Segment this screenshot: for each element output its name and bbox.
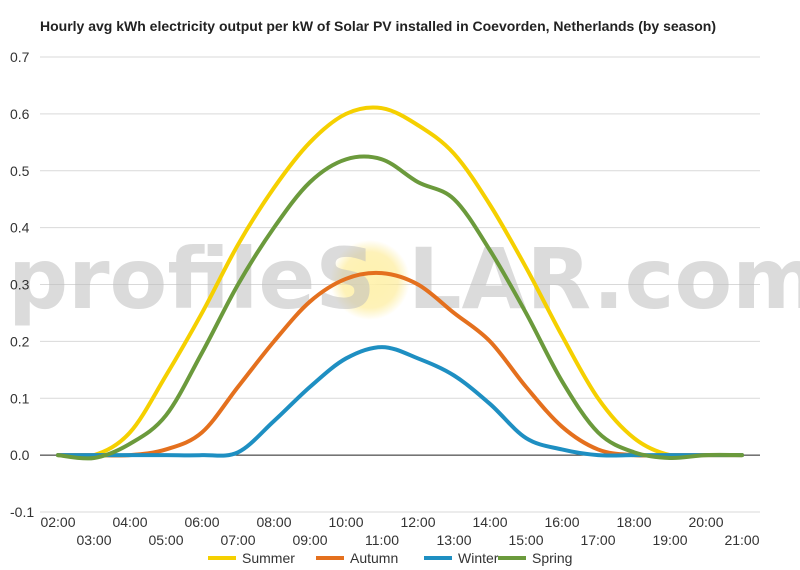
legend-label-winter: Winter [458,550,499,566]
legend-label-autumn: Autumn [350,550,398,566]
legend-label-summer: Summer [242,550,295,566]
x-tick-label: 10:00 [328,514,363,530]
x-tick-label: 03:00 [76,532,111,548]
x-tick-label: 13:00 [436,532,471,548]
x-tick-label: 05:00 [148,532,183,548]
chart-title: Hourly avg kWh electricity output per kW… [40,18,717,34]
x-tick-label: 02:00 [40,514,75,530]
x-tick-label: 07:00 [220,532,255,548]
x-tick-label: 11:00 [365,532,399,548]
x-axis-ticks: 02:0003:0004:0005:0006:0007:0008:0009:00… [40,514,759,548]
y-tick-label: -0.1 [10,504,34,520]
x-tick-label: 15:00 [508,532,543,548]
x-tick-label: 09:00 [292,532,327,548]
series-line-spring [56,154,744,461]
y-axis-ticks: -0.1 0.0 0.1 0.2 0.3 0.4 0.5 0.6 0.7 [10,49,34,520]
watermark-sun-icon [330,240,410,320]
y-tick-label: 0.5 [10,163,30,179]
y-tick-label: 0.7 [10,49,30,65]
x-tick-label: 18:00 [616,514,651,530]
x-tick-label: 19:00 [652,532,687,548]
x-tick-label: 08:00 [256,514,291,530]
legend: Summer Autumn Winter Spring [208,550,572,566]
y-tick-label: 0.3 [10,277,30,293]
legend-label-spring: Spring [532,550,572,566]
x-tick-label: 21:00 [724,532,759,548]
y-tick-label: 0.1 [10,390,30,406]
series-lines [56,105,744,461]
x-tick-label: 20:00 [688,514,723,530]
x-tick-label: 14:00 [472,514,507,530]
x-tick-label: 04:00 [112,514,147,530]
series-line-summer [56,105,744,459]
y-tick-label: 0.2 [10,333,30,349]
watermark: profileS LAR.com [8,230,800,328]
x-tick-label: 06:00 [184,514,219,530]
x-tick-label: 12:00 [400,514,435,530]
y-tick-label: 0.0 [10,447,30,463]
x-tick-label: 16:00 [544,514,579,530]
y-tick-label: 0.4 [10,220,30,236]
y-tick-label: 0.6 [10,106,30,122]
series-line-winter [56,345,744,458]
watermark-text-left: profileS [8,230,376,328]
x-tick-label: 17:00 [580,532,615,548]
watermark-text-right: LAR.com [408,230,800,328]
